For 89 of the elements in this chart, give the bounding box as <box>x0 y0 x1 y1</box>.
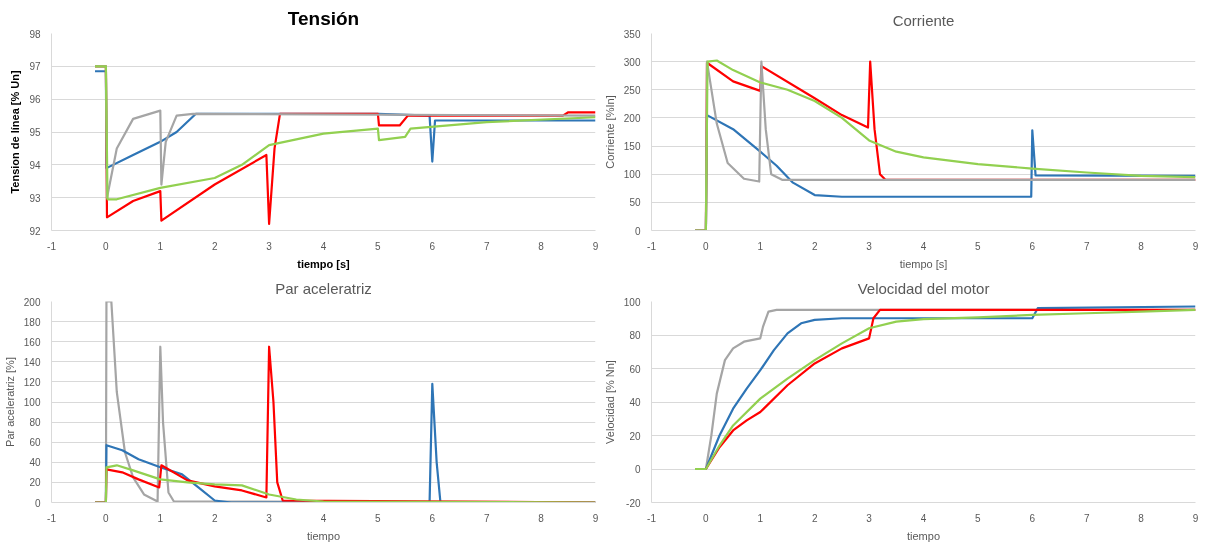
x-tick-label: 9 <box>592 240 599 252</box>
x-tick-label: 7 <box>1083 512 1090 524</box>
chart-title: Tensión <box>287 7 360 29</box>
y-tick-label: 200 <box>623 112 641 124</box>
x-tick-label: 2 <box>211 240 218 252</box>
x-axis-title: tiempo [s] <box>297 257 351 270</box>
x-tick-label: 6 <box>1029 512 1036 524</box>
y-tick-label: 20 <box>629 430 641 442</box>
y-tick-label: -20 <box>626 497 641 509</box>
y-axis-title: Tension de línea [% Un] <box>9 70 22 194</box>
x-tick-label: 9 <box>1192 512 1199 524</box>
x-tick-label: 0 <box>703 512 710 524</box>
x-tick-label: 3 <box>866 240 873 252</box>
x-axis-title: tiempo [s] <box>899 257 948 270</box>
y-tick-label: 50 <box>629 197 641 209</box>
x-tick-label: 6 <box>429 240 436 252</box>
y-axis-title: Velocidad [% Nn] <box>603 360 616 444</box>
x-tick-label: 6 <box>429 512 436 524</box>
x-tick-label: 1 <box>157 512 164 524</box>
x-tick-label: 8 <box>538 512 545 524</box>
y-tick-label: 98 <box>29 28 41 40</box>
x-axis-title: tiempo <box>306 529 341 542</box>
y-tick-label: 0 <box>634 225 641 237</box>
x-tick-label: 7 <box>483 512 490 524</box>
y-axis-title: Par aceleratriz [%] <box>3 357 16 447</box>
x-tick-label: 0 <box>103 512 110 524</box>
x-axis-title: tiempo <box>906 529 941 542</box>
y-tick-label: 20 <box>29 477 41 489</box>
y-tick-label: 300 <box>623 56 641 68</box>
x-tick-label: 4 <box>920 512 927 524</box>
y-tick-label: 100 <box>623 169 641 181</box>
x-tick-label: 2 <box>811 512 818 524</box>
y-tick-label: 93 <box>29 192 41 204</box>
x-tick-label: 5 <box>975 512 982 524</box>
x-tick-label: 4 <box>320 240 327 252</box>
y-tick-label: 200 <box>23 296 41 308</box>
y-tick-label: 100 <box>623 296 641 308</box>
x-tick-label: 1 <box>757 240 764 252</box>
x-tick-label: -1 <box>647 512 657 524</box>
x-tick-label: 2 <box>211 512 218 524</box>
y-tick-label: 60 <box>629 363 641 375</box>
y-tick-label: 92 <box>29 225 41 237</box>
y-tick-label: 0 <box>34 497 41 509</box>
y-tick-label: 97 <box>29 61 41 73</box>
y-tick-label: 100 <box>23 397 41 408</box>
x-tick-label: -1 <box>47 512 57 524</box>
y-tick-label: 40 <box>629 397 641 408</box>
y-tick-label: 150 <box>623 141 641 153</box>
x-tick-label: 1 <box>157 240 164 252</box>
x-tick-label: 1 <box>757 512 764 524</box>
y-tick-label: 160 <box>23 336 41 348</box>
y-tick-label: 140 <box>23 356 41 368</box>
x-tick-label: 8 <box>1138 240 1145 252</box>
y-tick-label: 80 <box>629 330 641 341</box>
y-axis-title: Corriente [%In] <box>603 95 616 169</box>
x-tick-label: 2 <box>811 240 818 252</box>
x-tick-label: 3 <box>266 240 273 252</box>
y-tick-label: 96 <box>29 94 41 106</box>
y-tick-label: 180 <box>23 316 41 328</box>
x-tick-label: 5 <box>375 512 382 524</box>
y-tick-label: 94 <box>29 159 41 171</box>
y-tick-label: 80 <box>29 417 41 429</box>
x-tick-label: 0 <box>703 240 710 252</box>
x-tick-label: 7 <box>1083 240 1090 252</box>
x-tick-label: 6 <box>1029 240 1036 252</box>
y-tick-label: 0 <box>634 464 641 475</box>
x-tick-label: 3 <box>266 512 273 524</box>
x-tick-label: 8 <box>538 240 545 252</box>
x-tick-label: -1 <box>47 240 57 252</box>
x-tick-label: 8 <box>1138 512 1145 524</box>
chart-title: Corriente <box>892 11 955 29</box>
x-tick-label: 5 <box>975 240 982 252</box>
y-tick-label: 350 <box>623 28 641 40</box>
x-tick-label: 7 <box>483 240 490 252</box>
x-tick-label: -1 <box>647 240 657 252</box>
x-tick-label: 9 <box>1192 240 1199 252</box>
y-tick-label: 40 <box>29 457 41 469</box>
y-tick-label: 250 <box>623 84 641 96</box>
chart-title: Velocidad del motor <box>857 279 990 297</box>
x-tick-label: 0 <box>103 240 110 252</box>
x-tick-label: 3 <box>866 512 873 524</box>
y-tick-label: 60 <box>29 437 41 449</box>
chart-title: Par aceleratriz <box>275 279 372 297</box>
y-tick-label: 120 <box>23 376 41 388</box>
x-tick-label: 5 <box>375 240 382 252</box>
x-tick-label: 9 <box>592 512 599 524</box>
x-tick-label: 4 <box>320 512 327 524</box>
x-tick-label: 4 <box>920 240 927 252</box>
y-tick-label: 95 <box>29 127 41 138</box>
